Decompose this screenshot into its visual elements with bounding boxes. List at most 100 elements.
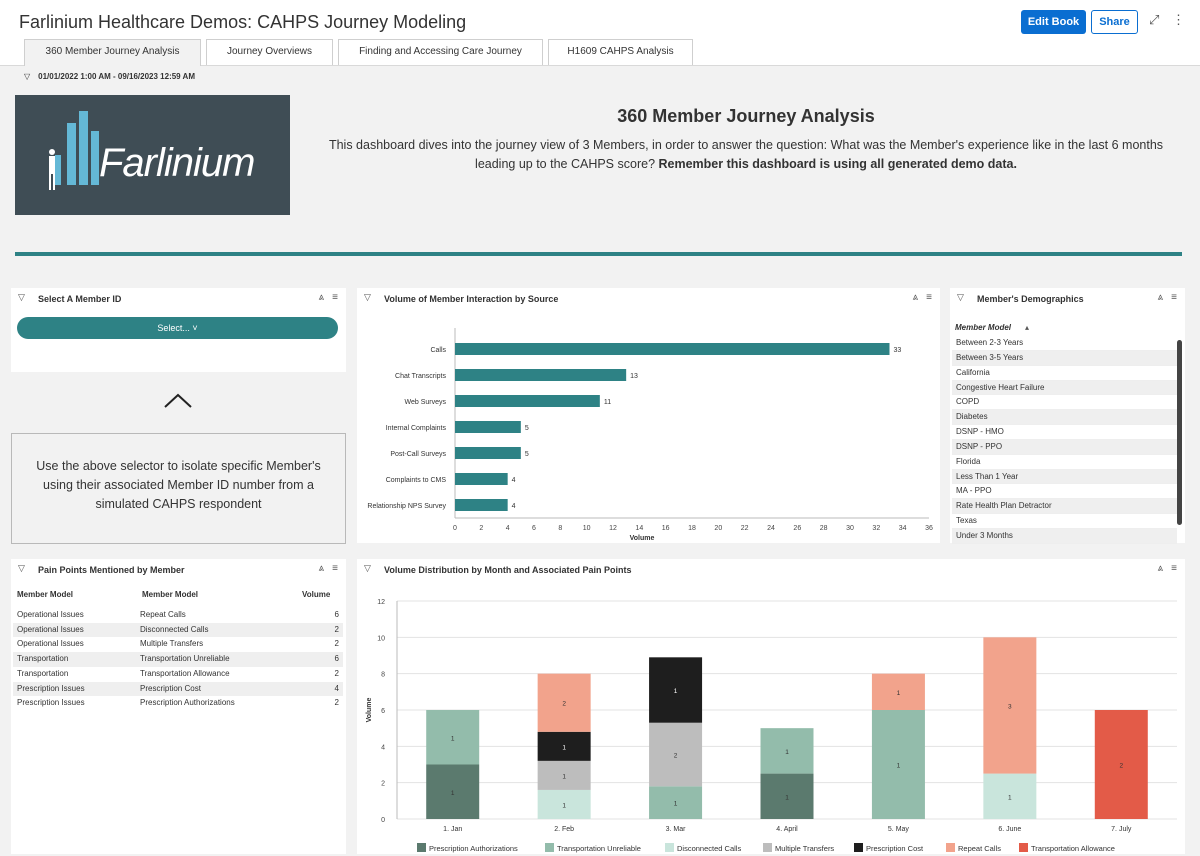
edit-book-button[interactable]: Edit Book (1021, 10, 1086, 34)
x-tick-label: 5. May (888, 826, 910, 833)
member-id-select[interactable]: Select... ˅ (17, 317, 338, 339)
y-tick-label: 10 (377, 635, 385, 642)
table-cell: Prescription Cost (140, 683, 201, 693)
list-item[interactable]: Congestive Heart Failure (952, 380, 1177, 396)
filter-icon[interactable]: ▽ (18, 292, 25, 302)
list-item[interactable]: Between 3-5 Years (952, 350, 1177, 366)
list-item[interactable]: DSNP - HMO (952, 425, 1177, 440)
x-tick-label: 6. June (998, 826, 1021, 833)
data-label: 1 (785, 749, 789, 756)
filter-icon[interactable]: ▽ (364, 563, 371, 573)
list-item[interactable]: MA - PPO (952, 484, 1177, 500)
table-row[interactable]: Transportation Transportation Allowance 2 (13, 667, 343, 682)
x-tick-label: 4. April (776, 826, 798, 833)
data-label: 3 (1008, 703, 1012, 710)
bar (455, 421, 521, 433)
top-bar: Farlinium Healthcare Demos: CAHPS Journe… (0, 0, 1200, 66)
bar-segment (649, 722, 703, 787)
filter-icon[interactable]: ▽ (364, 292, 371, 302)
table-cell: Operational Issues (17, 610, 84, 619)
column-header: Volume (302, 590, 331, 599)
tab-journey-overviews[interactable]: Journey Overviews (206, 39, 333, 65)
menu-icon[interactable]: ≡ (332, 292, 338, 303)
x-tick-label: 4 (506, 525, 510, 532)
menu-icon[interactable]: ≡ (1171, 563, 1177, 574)
tab-h1609-cahps[interactable]: H1609 CAHPS Analysis (548, 39, 693, 65)
table-cell: Transportation Unreliable (140, 654, 230, 664)
x-tick-label: 30 (846, 525, 854, 532)
y-tick-label: 2 (381, 781, 385, 788)
filter-icon[interactable]: ▽ (957, 292, 964, 302)
table-row[interactable]: Operational Issues Multiple Transfers 2 (13, 637, 343, 652)
share-network-icon[interactable]: ⩓ (318, 563, 325, 574)
menu-icon[interactable]: ≡ (1171, 292, 1177, 303)
y-tick-label: 4 (381, 744, 385, 751)
table-row[interactable]: Prescription Issues Prescription Cost 4 (13, 681, 343, 697)
table-cell: 2 (334, 639, 339, 649)
table-row[interactable]: Operational Issues Repeat Calls 6 (13, 608, 343, 623)
share-network-icon[interactable]: ⩓ (1157, 563, 1164, 574)
table-cell: Operational Issues (17, 639, 84, 649)
data-label: 5 (525, 451, 529, 458)
list-item[interactable]: DSNP - PPO (952, 439, 1177, 455)
pain-points-panel: ▽ Pain Points Mentioned by Member ⩓ ≡ Mem… (11, 559, 346, 854)
tab-360-member-journey[interactable]: 360 Member Journey Analysis (24, 39, 201, 66)
bar-segment (649, 657, 703, 723)
share-network-icon[interactable]: ⩓ (912, 292, 919, 303)
category-label: Chat Transcripts (395, 373, 446, 380)
demographics-list: Between 2-3 Years Between 3-5 Years Califo… (952, 336, 1177, 544)
menu-icon[interactable]: ≡ (926, 292, 932, 303)
column-header: Member Model (142, 590, 199, 599)
filter-icon[interactable]: ▽ (18, 563, 25, 573)
bar-segment (426, 764, 480, 819)
demo-data-note: Remember this dashboard is using all gen… (658, 157, 1017, 171)
data-label: 4 (512, 503, 516, 510)
bar-segment (537, 760, 591, 790)
y-tick-label: 6 (381, 708, 385, 715)
x-tick-label: 2. Feb (554, 826, 574, 833)
x-tick-label: 18 (688, 525, 696, 532)
legend-swatch (545, 843, 554, 852)
list-item[interactable]: Under 3 Months (952, 528, 1177, 544)
y-axis-label: Volume (366, 698, 373, 723)
more-icon[interactable]: ⋮ (1172, 12, 1185, 27)
list-item[interactable]: Texas (952, 514, 1177, 529)
data-label: 1 (562, 802, 566, 809)
table-cell: 2 (334, 668, 339, 678)
volume-by-source-chart: 0 2 4 6 8 10 12 14 16 18 20 22 24 26 28 30 32 34 36VolumeC… (367, 328, 933, 542)
date-filter[interactable]: ▽ 01/01/2022 1:00 AM - 09/16/2023 12:59 A… (24, 72, 195, 81)
list-item[interactable]: Florida (952, 455, 1177, 470)
scrollbar[interactable] (1177, 340, 1182, 525)
sort-icon[interactable]: ▴ (1025, 323, 1030, 332)
legend-swatch (854, 843, 863, 852)
menu-icon[interactable]: ≡ (332, 563, 338, 574)
tab-finding-accessing-care[interactable]: Finding and Accessing Care Journey (338, 39, 543, 65)
category-label: Relationship NPS Survey (367, 503, 446, 510)
share-network-icon[interactable]: ⩓ (318, 292, 325, 303)
list-item[interactable]: Between 2-3 Years (952, 336, 1177, 351)
table-row[interactable]: Prescription Issues Prescription Authoriz… (13, 696, 343, 711)
bar-segment (760, 773, 814, 819)
share-network-icon[interactable]: ⩓ (1157, 292, 1164, 303)
column-header[interactable]: Member Model (955, 323, 1012, 332)
list-item[interactable]: Diabetes (952, 410, 1177, 426)
list-item[interactable]: Rate Health Plan Detractor (952, 499, 1177, 515)
bar-segment (649, 786, 703, 819)
list-item[interactable]: COPD (952, 395, 1177, 411)
table-row[interactable]: Operational Issues Disconnected Calls 2 (13, 622, 343, 638)
y-tick-label: 8 (381, 672, 385, 679)
table-row[interactable]: Transportation Transportation Unreliable 6 (13, 652, 343, 667)
list-item[interactable]: California (952, 366, 1177, 381)
logo-text: Farlinium (99, 141, 255, 185)
x-tick-label: 1. Jan (443, 826, 462, 833)
bar-segment (871, 673, 925, 710)
x-tick-label: 0 (453, 525, 457, 532)
data-label: 1 (562, 773, 566, 780)
list-item[interactable]: Less Than 1 Year (952, 469, 1177, 485)
expand-icon[interactable]: ⤢ (1149, 12, 1160, 27)
table-cell: 6 (334, 610, 339, 619)
bar (455, 447, 521, 459)
share-button[interactable]: Share (1091, 10, 1138, 34)
data-label: 5 (525, 425, 529, 432)
legend-label: Prescription Cost (866, 844, 924, 853)
